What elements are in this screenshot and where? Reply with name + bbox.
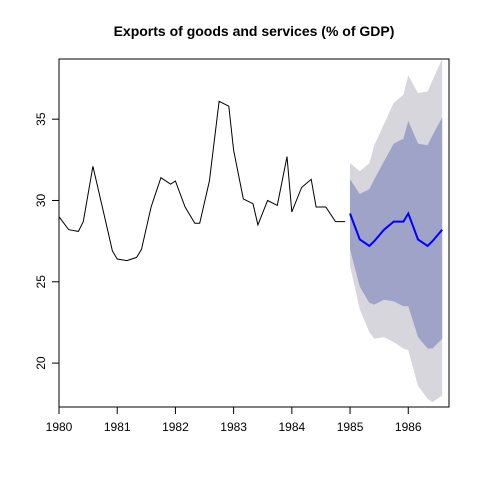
forecast-bands <box>350 59 443 403</box>
x-tick-label: 1982 <box>162 420 189 434</box>
y-tick-label: 35 <box>34 112 48 126</box>
x-tick-label: 1981 <box>104 420 131 434</box>
chart-title: Exports of goods and services (% of GDP) <box>114 23 395 39</box>
x-tick-label: 1983 <box>220 420 247 434</box>
forecast-mean-line <box>349 211 443 248</box>
y-tick-label: 20 <box>34 356 48 370</box>
y-tick-label: 25 <box>34 275 48 289</box>
y-axis: 20 25 30 35 <box>34 112 60 370</box>
x-tick-label: 1984 <box>278 420 305 434</box>
x-tick-label: 1980 <box>46 420 73 434</box>
band-80 <box>350 117 443 349</box>
x-axis: 1980 1981 1982 1983 1984 1985 1986 <box>46 406 422 434</box>
history-line <box>58 100 346 262</box>
x-tick-label: 1985 <box>337 420 364 434</box>
series-lines <box>58 100 443 262</box>
x-tick-label: 1986 <box>395 420 422 434</box>
y-tick-label: 30 <box>34 193 48 207</box>
